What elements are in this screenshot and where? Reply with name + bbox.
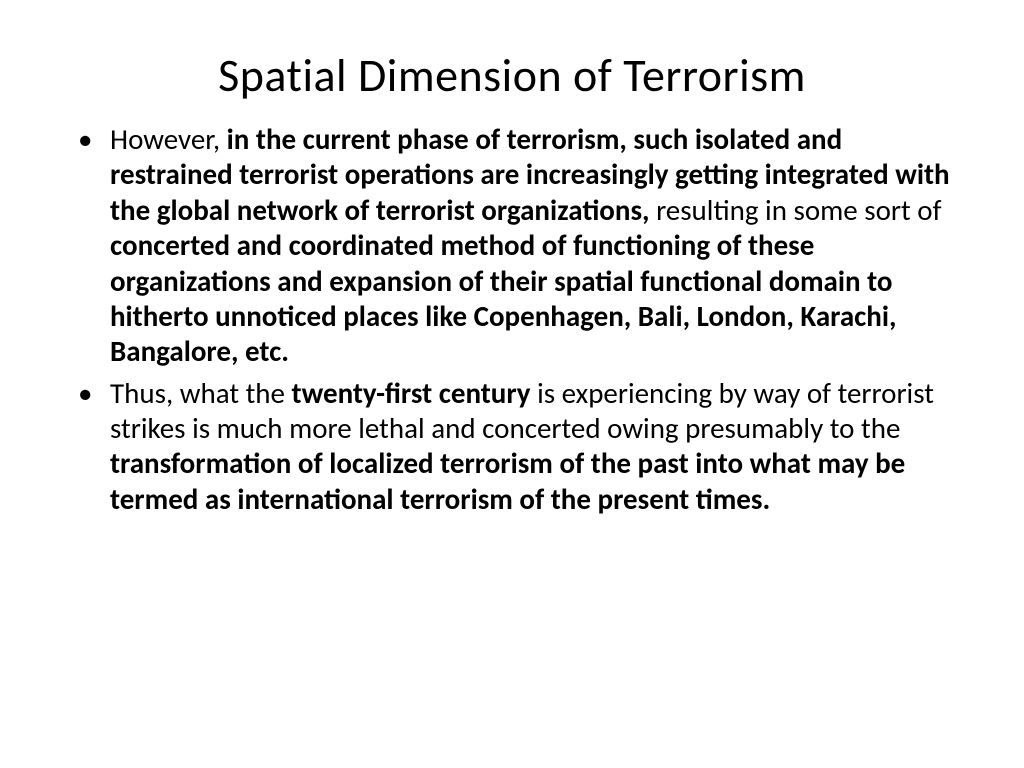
text-run: However,: [110, 121, 227, 157]
list-item: Thus, what the twenty-first century is e…: [102, 376, 952, 518]
text-run-bold: transformation of localized terrorism of…: [110, 445, 905, 516]
bullet-list: However, in the current phase of terrori…: [72, 122, 952, 517]
slide: Spatial Dimension of Terrorism However, …: [0, 0, 1024, 768]
text-run: Thus, what the: [110, 375, 292, 411]
slide-title: Spatial Dimension of Terrorism: [72, 48, 952, 104]
list-item: However, in the current phase of terrori…: [102, 122, 952, 370]
text-run: resulting in some sort of: [656, 192, 941, 228]
text-run-bold: concerted and coordinated method of func…: [110, 227, 896, 369]
text-run-bold: twenty-first century: [292, 375, 538, 411]
